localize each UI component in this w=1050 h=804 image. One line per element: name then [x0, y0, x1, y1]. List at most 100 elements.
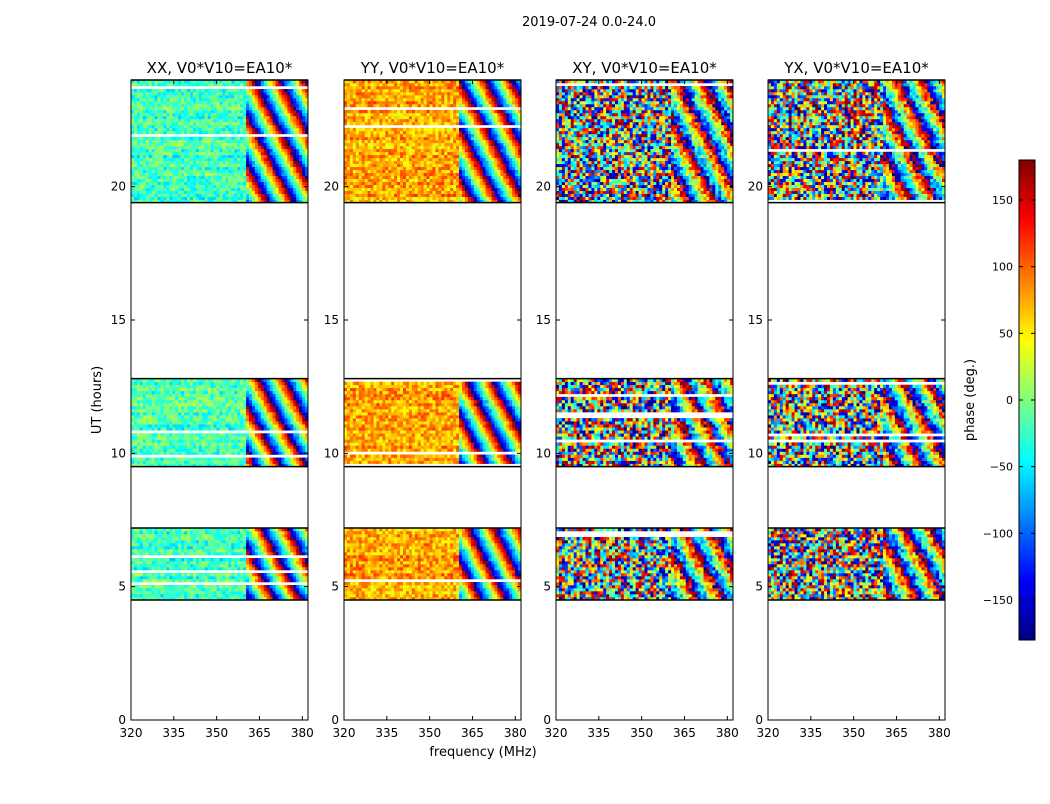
heatmap-cell: [255, 573, 258, 576]
heatmap-cell: [175, 552, 178, 555]
heatmap-cell: [290, 412, 293, 415]
heatmap-cell: [140, 448, 143, 451]
heatmap-cell: [273, 388, 276, 391]
heatmap-cell: [267, 107, 270, 110]
heatmap-cell: [214, 385, 217, 388]
heatmap-cell: [264, 125, 267, 128]
heatmap-cell: [211, 461, 214, 464]
heatmap-cell: [143, 442, 146, 445]
heatmap-cell: [140, 185, 143, 188]
heatmap-cell: [137, 98, 140, 101]
heatmap-cell: [190, 433, 193, 436]
heatmap-cell: [196, 439, 199, 442]
heatmap-cell: [284, 594, 287, 597]
heatmap-cell: [217, 155, 220, 158]
heatmap-cell: [302, 561, 305, 564]
heatmap-cell: [270, 194, 273, 197]
heatmap-cell: [237, 98, 240, 101]
heatmap-cell: [140, 179, 143, 182]
heatmap-cell: [202, 107, 205, 110]
heatmap-cell: [231, 188, 234, 191]
heatmap-cell: [178, 191, 181, 194]
heatmap-cell: [131, 119, 134, 122]
heatmap-cell: [296, 140, 299, 143]
heatmap-cell: [184, 412, 187, 415]
heatmap-cell: [281, 588, 284, 591]
heatmap-cell: [208, 564, 211, 567]
heatmap-cell: [184, 585, 187, 588]
heatmap-cell: [290, 564, 293, 567]
heatmap-cell: [175, 588, 178, 591]
heatmap-cell: [169, 424, 172, 427]
heatmap-cell: [131, 409, 134, 412]
heatmap-cell: [205, 179, 208, 182]
heatmap-cell: [169, 391, 172, 394]
heatmap-cell: [296, 531, 299, 534]
heatmap-cell: [252, 549, 255, 552]
heatmap-cell: [302, 415, 305, 418]
heatmap-cell: [134, 101, 137, 104]
heatmap-cell: [284, 128, 287, 131]
heatmap-cell: [281, 564, 284, 567]
heatmap-cell: [228, 95, 231, 98]
heatmap-cell: [196, 122, 199, 125]
heatmap-cell: [287, 161, 290, 164]
heatmap-cell: [281, 391, 284, 394]
heatmap-cell: [296, 388, 299, 391]
heatmap-cell: [246, 385, 249, 388]
heatmap-cell: [264, 573, 267, 576]
heatmap-cell: [267, 433, 270, 436]
heatmap-cell: [293, 409, 296, 412]
heatmap-cell: [222, 149, 225, 152]
heatmap-cell: [155, 421, 158, 424]
heatmap-cell: [172, 140, 175, 143]
heatmap-cell: [270, 125, 273, 128]
heatmap-cell: [237, 451, 240, 454]
heatmap-cell: [287, 167, 290, 170]
heatmap-cell: [234, 397, 237, 400]
heatmap-cell: [137, 173, 140, 176]
heatmap-cell: [199, 167, 202, 170]
heatmap-cell: [240, 418, 243, 421]
heatmap-cell: [279, 116, 282, 119]
heatmap-cell: [231, 110, 234, 113]
heatmap-cell: [166, 531, 169, 534]
heatmap-cell: [240, 122, 243, 125]
heatmap-cell: [270, 394, 273, 397]
heatmap-cell: [217, 433, 220, 436]
heatmap-cell: [249, 540, 252, 543]
heatmap-cell: [255, 182, 258, 185]
heatmap-cell: [222, 531, 225, 534]
heatmap-cell: [261, 164, 264, 167]
heatmap-cell: [149, 561, 152, 564]
heatmap-cell: [155, 591, 158, 594]
heatmap-cell: [246, 552, 249, 555]
heatmap-cell: [169, 397, 172, 400]
heatmap-cell: [234, 427, 237, 430]
heatmap-cell: [169, 573, 172, 576]
heatmap-cell: [240, 579, 243, 582]
heatmap-cell: [199, 451, 202, 454]
heatmap-cell: [187, 122, 190, 125]
heatmap-cell: [193, 403, 196, 406]
heatmap-cell: [155, 116, 158, 119]
heatmap-cell: [228, 131, 231, 134]
heatmap-cell: [158, 567, 161, 570]
heatmap-cell: [187, 424, 190, 427]
heatmap-cell: [267, 95, 270, 98]
heatmap-cell: [152, 436, 155, 439]
heatmap-cell: [281, 585, 284, 588]
heatmap-cell: [290, 191, 293, 194]
heatmap-cell: [284, 588, 287, 591]
heatmap-cell: [143, 104, 146, 107]
heatmap-cell: [217, 567, 220, 570]
heatmap-cell: [131, 391, 134, 394]
heatmap-cell: [276, 412, 279, 415]
heatmap-cell: [155, 458, 158, 461]
heatmap-cell: [255, 415, 258, 418]
heatmap-cell: [217, 585, 220, 588]
heatmap-cell: [217, 406, 220, 409]
heatmap-cell: [237, 152, 240, 155]
heatmap-cell: [175, 534, 178, 537]
heatmap-cell: [187, 149, 190, 152]
